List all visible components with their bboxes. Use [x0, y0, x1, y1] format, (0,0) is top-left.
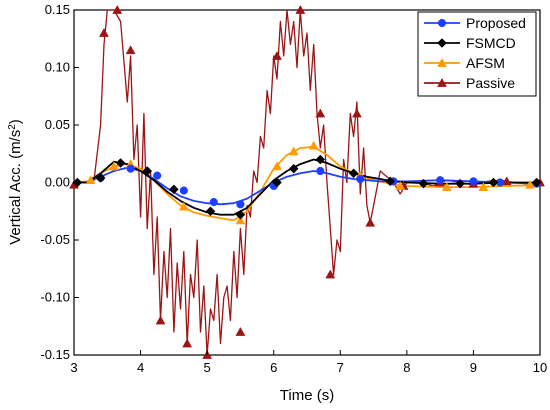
data-point-passive: [155, 315, 166, 325]
data-point-afsm: [478, 182, 489, 191]
y-axis-title-sup: 2: [7, 124, 18, 130]
data-point-proposed: [179, 186, 188, 195]
data-point-proposed: [153, 171, 162, 180]
y-tick-label: 0.10: [45, 60, 70, 75]
y-tick-label: -0.15: [40, 347, 70, 362]
data-point-afsm: [288, 146, 299, 156]
series-line-passive: [73, 9, 541, 356]
data-point-passive: [501, 176, 512, 186]
legend: Proposed FSMCD AFSM Passive: [417, 11, 537, 97]
legend-label-afsm: AFSM: [466, 55, 505, 71]
data-point-proposed: [209, 197, 218, 207]
series-line-afsm: [73, 145, 541, 222]
x-tick-label: 6: [270, 360, 277, 375]
x-axis-title: Time (s): [280, 387, 334, 404]
data-point-fsmcd: [235, 209, 246, 220]
data-point-afsm: [525, 179, 535, 189]
marker-layer: [69, 4, 545, 359]
data-point-fsmcd: [531, 177, 542, 188]
legend-marker-afsm: [437, 57, 447, 67]
data-point-passive: [272, 50, 282, 60]
x-tick-label: 4: [137, 360, 144, 375]
y-axis-title: Vertical Acc. (m/s2): [7, 119, 25, 245]
y-tick-label: 0.15: [45, 2, 70, 17]
data-point-proposed: [126, 164, 135, 173]
y-tick-label: 0.00: [45, 175, 70, 190]
data-point-proposed: [316, 166, 325, 176]
data-point-fsmcd: [169, 184, 179, 195]
data-point-fsmcd: [205, 206, 216, 217]
data-point-fsmcd: [385, 176, 396, 187]
data-point-afsm: [308, 140, 319, 150]
data-point-fsmcd: [142, 166, 153, 176]
x-tick-label: 5: [204, 360, 211, 375]
y-axis-title-main: Vertical Acc. (m/s: [7, 130, 24, 245]
data-point-fsmcd: [95, 173, 106, 183]
data-point-passive: [365, 217, 376, 227]
x-tick-label: 9: [470, 360, 477, 375]
data-point-passive: [325, 269, 336, 279]
data-point-afsm: [178, 201, 189, 211]
data-point-passive: [352, 108, 362, 118]
data-point-passive: [99, 27, 109, 37]
data-point-fsmcd: [115, 158, 126, 168]
data-point-afsm: [109, 161, 119, 171]
y-tick-label: -0.10: [40, 290, 70, 305]
data-point-passive: [295, 4, 306, 14]
legend-label-fsmcd: FSMCD: [466, 35, 516, 51]
data-point-fsmcd: [455, 178, 465, 189]
data-point-afsm: [272, 161, 282, 171]
legend-box: [417, 11, 537, 97]
y-axis-title-close: ): [7, 119, 24, 124]
data-point-fsmcd: [288, 163, 299, 174]
y-tick-label: -0.05: [40, 232, 70, 247]
y-tick-label: 0.05: [45, 117, 70, 132]
data-point-afsm: [441, 182, 452, 191]
data-point-fsmcd: [272, 177, 282, 188]
legend-label-proposed: Proposed: [466, 15, 526, 31]
x-tick-label: 8: [403, 360, 410, 375]
data-point-afsm: [235, 215, 246, 225]
data-point-fsmcd: [488, 177, 499, 188]
data-point-passive: [182, 338, 193, 348]
legend-marker-fsmcd: [437, 38, 447, 48]
data-point-proposed: [236, 200, 245, 209]
legend-marker-proposed: [437, 18, 447, 28]
legend-marker-passive: [437, 77, 447, 87]
data-point-afsm: [395, 180, 406, 190]
data-point-proposed: [356, 174, 365, 184]
data-point-passive: [235, 326, 246, 336]
x-tick-label: 10: [533, 360, 547, 375]
legend-label-passive: Passive: [466, 75, 515, 91]
data-point-passive: [112, 4, 123, 14]
data-point-fsmcd: [348, 168, 359, 179]
tick-layer: 3 4 5 6 7 8 9 10 -0.15 -0.10 -0.05 0.00 0.05 0.10 0.15: [40, 2, 547, 375]
data-point-passive: [125, 45, 136, 55]
data-point-fsmcd: [315, 154, 326, 165]
data-point-passive: [315, 108, 326, 118]
x-tick-label: 7: [337, 360, 344, 375]
data-point-proposed: [469, 177, 478, 186]
x-tick-label: 3: [70, 360, 77, 375]
data-point-afsm: [85, 175, 96, 185]
legend-items: Proposed FSMCD AFSM Passive: [424, 15, 526, 91]
data-point-fsmcd: [418, 178, 429, 189]
data-point-proposed: [436, 176, 445, 185]
